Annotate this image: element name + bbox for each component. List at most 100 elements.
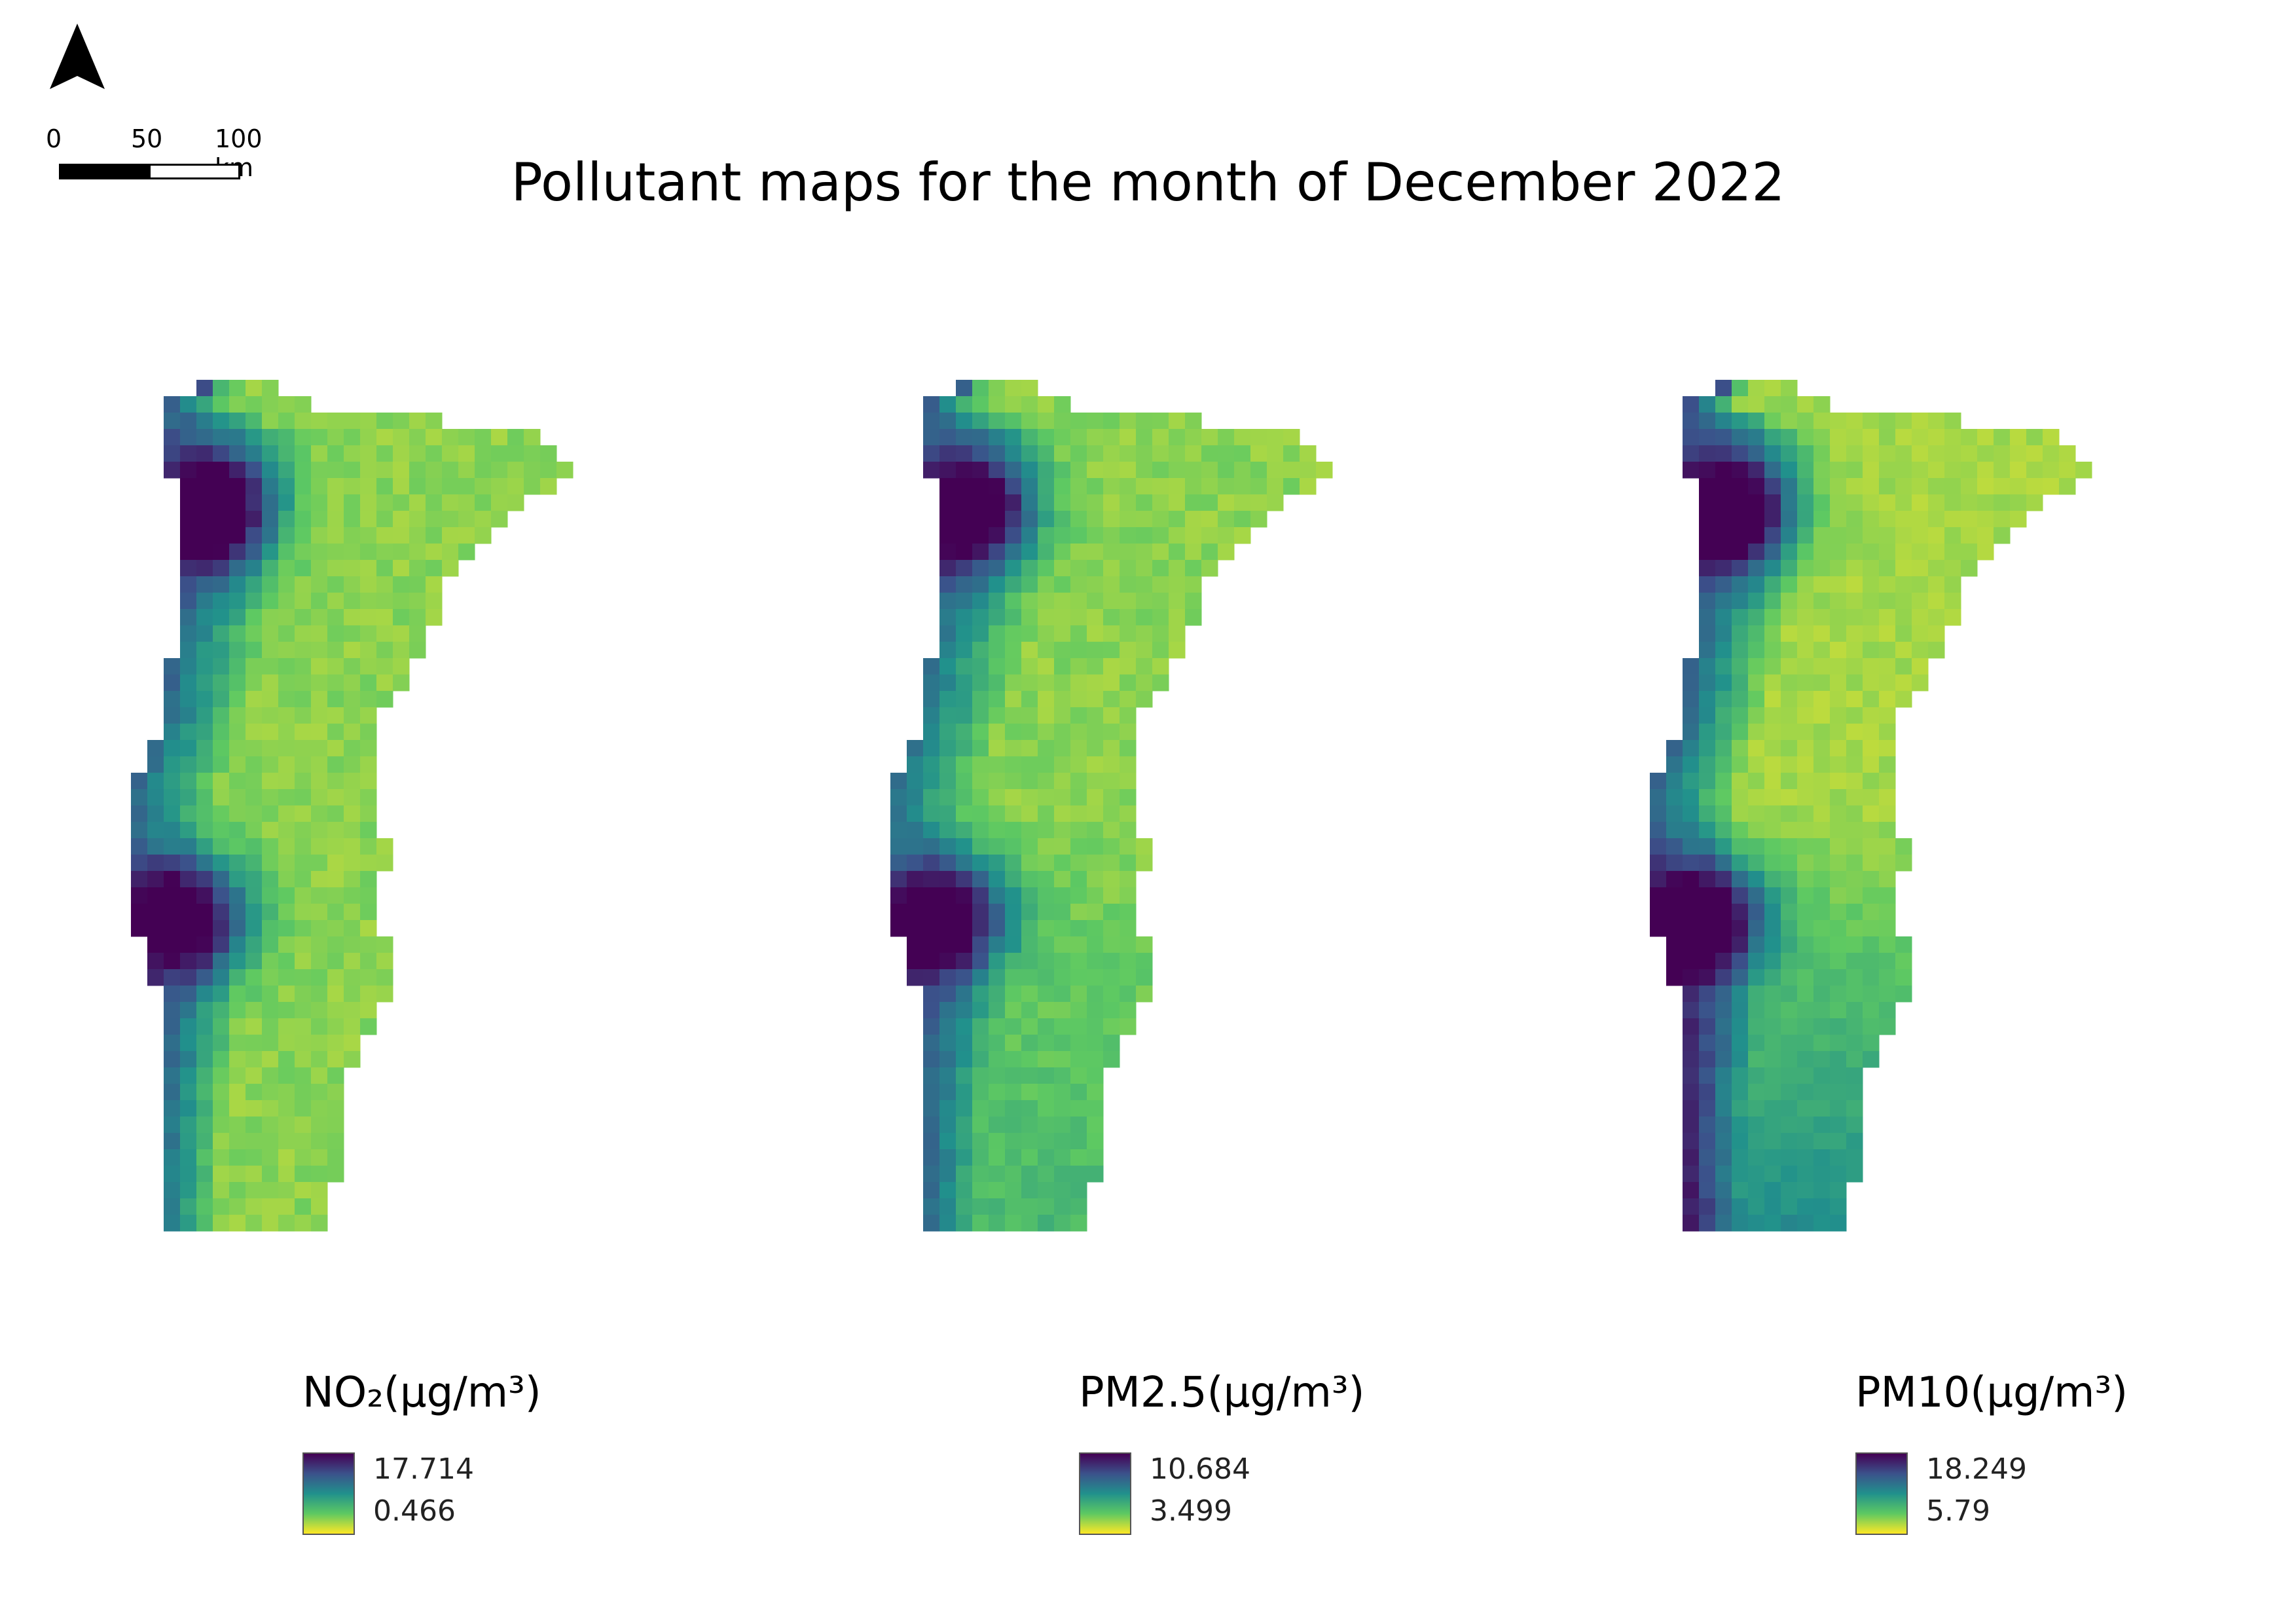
raster-cell	[246, 822, 263, 839]
raster-cell	[1087, 969, 1104, 986]
raster-cell	[278, 609, 295, 626]
raster-cell	[923, 1002, 940, 1019]
raster-cell	[393, 642, 410, 659]
raster-cell	[262, 904, 279, 921]
raster-cell	[1054, 494, 1071, 511]
raster-cell	[1895, 445, 1912, 462]
raster-cell	[1021, 1035, 1038, 1052]
raster-cell	[1087, 1002, 1104, 1019]
raster-cell	[295, 1084, 312, 1101]
raster-cell	[180, 1100, 197, 1117]
raster-cell	[1087, 1035, 1104, 1052]
raster-cell	[1054, 822, 1071, 839]
raster-cell	[1103, 658, 1120, 675]
raster-cell	[180, 707, 197, 724]
raster-cell	[1087, 462, 1104, 479]
raster-cell	[1830, 707, 1847, 724]
raster-cell	[1846, 593, 1863, 610]
raster-cell	[229, 445, 246, 462]
raster-cell	[1748, 855, 1765, 872]
raster-cell	[295, 560, 312, 577]
raster-cell	[1846, 953, 1863, 970]
raster-cell	[1666, 740, 1683, 757]
raster-cell	[1021, 920, 1038, 937]
raster-cell	[1830, 789, 1847, 806]
raster-cell	[262, 1182, 279, 1199]
raster-cell	[923, 936, 940, 953]
raster-cell	[1732, 658, 1749, 675]
raster-cell	[956, 560, 973, 577]
raster-cell	[360, 658, 377, 675]
raster-cell	[1830, 576, 1847, 593]
raster-cell	[327, 593, 344, 610]
raster-cell	[1912, 462, 1929, 479]
raster-cell	[1813, 707, 1831, 724]
raster-cell	[1038, 1215, 1055, 1232]
raster-cell	[1120, 756, 1137, 773]
raster-cell	[1863, 658, 1880, 675]
raster-cell	[246, 1002, 263, 1019]
raster-cell	[311, 1035, 328, 1052]
raster-cell	[1764, 674, 1781, 692]
raster-cell	[229, 773, 246, 790]
raster-cell	[295, 871, 312, 888]
raster-cell	[311, 838, 328, 855]
raster-cell	[147, 855, 164, 872]
raster-cell	[1781, 1051, 1798, 1068]
raster-cell	[1699, 478, 1716, 495]
raster-cell	[344, 969, 361, 986]
raster-cell	[1038, 724, 1055, 741]
raster-cell	[1120, 953, 1137, 970]
raster-cell	[426, 494, 443, 511]
raster-cell	[907, 871, 924, 888]
raster-cell	[229, 1198, 246, 1215]
raster-cell	[1715, 658, 1732, 675]
raster-cell	[1136, 576, 1153, 593]
raster-cell	[491, 511, 508, 528]
raster-cell	[1103, 805, 1120, 822]
raster-cell	[1683, 1215, 1700, 1232]
raster-cell	[1732, 1051, 1749, 1068]
raster-cell	[923, 1133, 940, 1150]
raster-cell	[327, 1116, 344, 1134]
raster-cell	[278, 822, 295, 839]
raster-cell	[1715, 642, 1732, 659]
raster-cell	[1103, 1018, 1120, 1035]
raster-cell	[360, 674, 377, 692]
raster-cell	[409, 625, 426, 642]
raster-cell	[180, 773, 197, 790]
raster-cell	[1764, 560, 1781, 577]
raster-cell	[1185, 560, 1202, 577]
raster-cell	[262, 674, 279, 692]
raster-cell	[278, 887, 295, 904]
raster-cell	[1846, 691, 1863, 708]
raster-cell	[1781, 1018, 1798, 1035]
raster-cell	[1005, 642, 1022, 659]
raster-cell	[1863, 953, 1880, 970]
raster-cell	[344, 609, 361, 626]
raster-cell	[344, 1002, 361, 1019]
raster-cell	[1087, 413, 1104, 430]
raster-cell	[327, 855, 344, 872]
raster-cell	[1070, 658, 1087, 675]
raster-cell	[1846, 969, 1863, 986]
raster-cell	[1879, 724, 1896, 741]
raster-cell	[246, 707, 263, 724]
raster-cell	[213, 1166, 230, 1183]
raster-cell	[1813, 691, 1831, 708]
raster-cell	[360, 527, 377, 544]
raster-cell	[344, 740, 361, 757]
raster-cell	[939, 609, 957, 626]
raster-cell	[344, 789, 361, 806]
raster-cell	[989, 1051, 1006, 1068]
raster-cell	[1136, 429, 1153, 446]
raster-cell	[1070, 1182, 1087, 1199]
raster-cell	[1944, 429, 1961, 446]
raster-cell	[213, 380, 230, 397]
raster-cell	[1087, 805, 1104, 822]
raster-cell	[1715, 855, 1732, 872]
raster-cell	[1005, 527, 1022, 544]
raster-cell	[1813, 593, 1831, 610]
raster-cell	[164, 822, 181, 839]
raster-cell	[1005, 429, 1022, 446]
